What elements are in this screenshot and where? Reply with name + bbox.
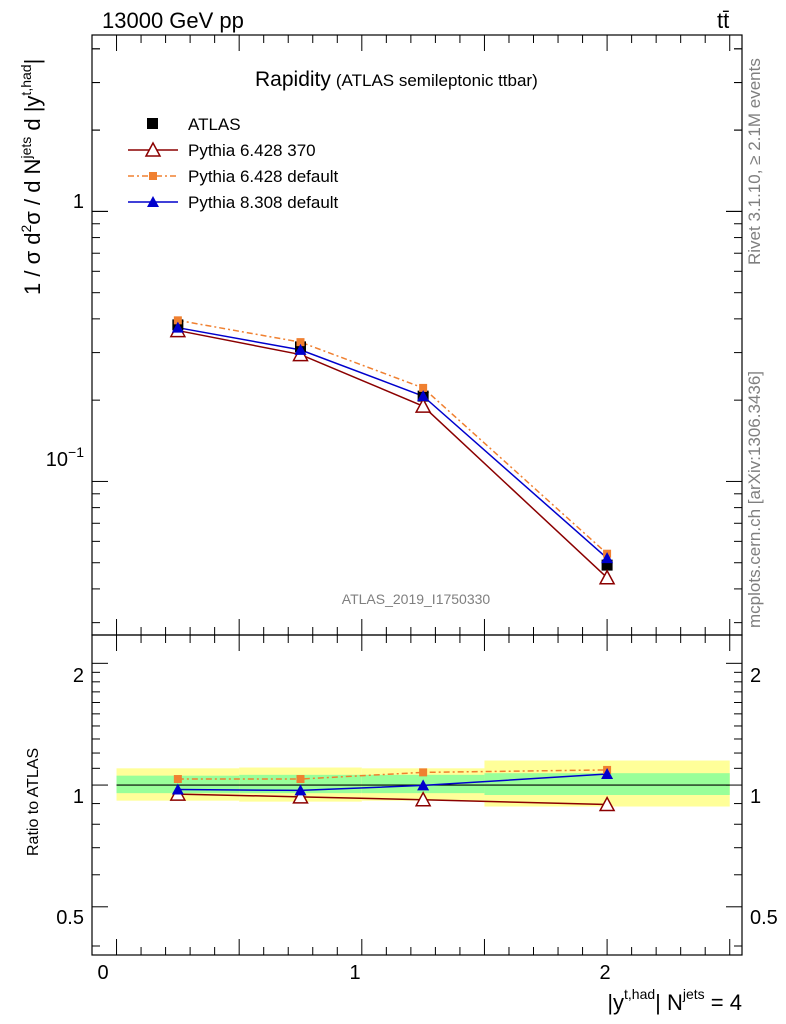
ratio-line-pythia-6-428-default <box>177 769 608 780</box>
main-point-pythia-8-308-default-3 <box>601 552 614 564</box>
ratio-ytick-label-1-right: 1 <box>750 786 761 808</box>
ratio-ytick-label-0.5-left: 0.5 <box>56 907 84 929</box>
ratio-band-inner-3 <box>484 773 730 795</box>
ratio-panel-frame <box>91 634 743 956</box>
main-line-pythia-6-428-default <box>177 319 608 555</box>
legend-marker-pythia6-370 <box>144 141 162 157</box>
main-point-pythia-6-428-default-2 <box>419 383 428 392</box>
xtick-label-2: 2 <box>599 962 610 984</box>
main-point-pythia-6-428-370-3 <box>598 569 616 585</box>
ratio-axis-ticks <box>92 662 742 947</box>
legend-entry-pythia8-default: Pythia 8.308 default <box>128 193 339 212</box>
header-process: tt̄ <box>717 8 729 33</box>
xtick-label-0: 0 <box>97 962 108 984</box>
x-axis-ticks <box>116 35 731 955</box>
main-point-pythia-6-428-default-1 <box>296 338 305 347</box>
main-point-pythia-8-308-default-2 <box>417 390 430 402</box>
legend-entry-pythia6-default: Pythia 6.428 default <box>128 167 339 186</box>
legend-label-pythia6-default: Pythia 6.428 default <box>188 167 339 186</box>
main-point-pythia-8-308-default-1 <box>294 343 307 355</box>
ratio-point-pythia-6-428-default-2 <box>419 768 428 777</box>
ratio-line-pythia-8-308-default <box>177 773 608 792</box>
ratio-point-pythia-6-428-370-1 <box>292 788 309 804</box>
legend-marker-pythia8-default <box>147 196 159 207</box>
ratio-point-pythia-8-308-default-1 <box>294 784 307 796</box>
legend-entry-pythia6-370: Pythia 6.428 370 <box>128 141 316 160</box>
chart-title: Rapidity (ATLAS semileptonic ttbar) <box>255 68 538 91</box>
mcplots-label: mcplots.cern.ch [arXiv:1306.3436] <box>745 371 764 628</box>
x-axis-label: |yt,had| Njets = 4 <box>607 986 742 1015</box>
main-line-pythia-6-428-370 <box>177 329 608 579</box>
main-point-atlas-3 <box>601 559 613 571</box>
ratio-ytick-label-2-right: 2 <box>750 665 761 687</box>
ratio-line-pythia-6-428-370 <box>177 793 608 806</box>
analysis-id-label: ATLAS_2019_I1750330 <box>342 591 491 607</box>
ratio-point-pythia-8-308-default-3 <box>601 768 614 780</box>
header-energy: 13000 GeV pp <box>102 8 244 33</box>
ratio-ytick-label-2-left: 2 <box>73 665 84 687</box>
legend-entry-atlas: ATLAS <box>147 115 241 134</box>
main-axis-ticks <box>92 48 742 624</box>
ratio-point-pythia-6-428-default-0 <box>173 775 182 784</box>
main-ytick-label-1: 1 <box>73 191 84 213</box>
legend: ATLAS Pythia 6.428 370 Pythia 6.428 defa… <box>128 115 339 212</box>
legend-label-pythia8-default: Pythia 8.308 default <box>188 193 339 212</box>
legend-label-pythia6-370: Pythia 6.428 370 <box>188 141 316 160</box>
main-point-pythia-6-428-370-2 <box>414 397 432 413</box>
ratio-series-layer <box>169 765 616 812</box>
ratio-point-pythia-6-428-370-2 <box>414 791 432 807</box>
rivet-version-label: Rivet 3.1.10, ≥ 2.1M events <box>745 58 764 265</box>
ratio-ytick-label-1-left: 1 <box>73 786 84 808</box>
chart-title-main: Rapidity <box>255 68 331 91</box>
xtick-label-1: 1 <box>349 962 360 984</box>
ratio-point-pythia-6-428-default-1 <box>296 775 305 784</box>
main-ytick-label-0.1: 10−1 <box>46 444 84 471</box>
main-y-axis-label: 1 / σ d2σ / d Njets d |yt,had| <box>18 59 45 295</box>
main-point-pythia-6-428-default-0 <box>173 316 182 325</box>
ratio-point-pythia-8-308-default-2 <box>417 779 430 791</box>
legend-marker-pythia6-default <box>149 172 157 180</box>
ratio-ytick-label-0.5-right: 0.5 <box>750 907 778 929</box>
ratio-point-pythia-8-308-default-0 <box>171 783 184 795</box>
legend-label-atlas: ATLAS <box>188 115 241 134</box>
chart-subtitle: (ATLAS semileptonic ttbar) <box>336 71 538 90</box>
main-point-pythia-8-308-default-0 <box>171 321 184 333</box>
main-series-layer <box>169 316 616 585</box>
legend-marker-atlas <box>147 118 158 129</box>
ratio-y-axis-label: Ratio to ATLAS <box>25 748 42 856</box>
ratio-point-pythia-6-428-370-3 <box>598 795 616 812</box>
main-line-pythia-8-308-default <box>177 326 608 559</box>
